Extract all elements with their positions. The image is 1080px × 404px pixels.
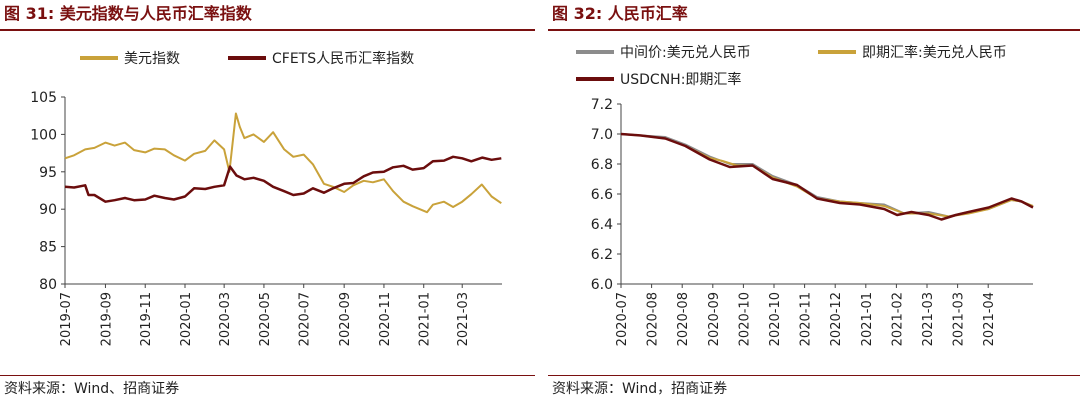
y-tick-label: 7.2 [591,97,613,113]
legend-label: 中间价:美元兑人民币 [620,45,751,61]
legend-label: CFETS人民币汇率指数 [272,50,414,67]
x-tick-label: 2020-08 [646,292,661,346]
x-tick-label: 2020-09 [707,292,722,346]
title-divider [0,29,535,31]
source-divider [0,375,535,376]
x-tick-label: 2021-03 [456,292,471,346]
chart-panel-rmb-rate: 图 32: 人民币汇率 6.0 6.2 6.4 6.6 6.8 7.0 7.2 2020-07… [548,0,1080,404]
series-line [620,133,1034,218]
series-line [64,155,502,203]
x-tick-label: 2020-01 [179,292,194,346]
x-tick-label: 2020-11 [799,292,814,346]
rmb-rate-line-chart: 6.0 6.2 6.4 6.6 6.8 7.0 7.2 2020-07 2020-08 2020-… [576,44,1034,346]
x-tick-label: 2020-10 [737,292,752,346]
x-tick-label: 2021-03 [921,292,936,346]
chart-panel-dxy-cfets: 图 31: 美元指数与人民币汇率指数 80 85 90 95 100 105 2019-07… [0,0,535,404]
y-tick-label: 6.8 [591,157,613,173]
y-tick-label: 95 [39,165,57,181]
series-line [620,133,1034,218]
y-tick-label: 6.6 [591,187,613,203]
y-tick-label: 105 [30,90,57,106]
x-tick-label: 2020-07 [298,292,313,346]
series-line [620,132,1034,221]
chart-title: 图 32: 人民币汇率 [552,4,688,23]
y-tick-label: 90 [39,202,57,218]
x-tick-label: 2021-01 [860,292,875,346]
x-tick-label: 2021-03 [952,292,967,346]
chart-title: 图 31: 美元指数与人民币汇率指数 [4,4,252,23]
series-line [64,112,502,214]
x-tick-label: 2020-09 [338,292,353,346]
title-divider [548,29,1080,31]
y-tick-label: 7.0 [591,127,613,143]
dxy-cfets-line-chart: 80 85 90 95 100 105 2019-07 2019-09 2019-11 2020-… [30,50,502,346]
x-tick-label: 2021-01 [418,292,433,346]
y-tick-label: 6.2 [591,247,613,263]
legend-label: USDCNH:即期汇率 [620,71,741,88]
x-tick-label: 2019-11 [139,292,154,346]
x-tick-label: 2019-09 [99,292,114,346]
y-tick-label: 100 [30,127,57,143]
source-note: 资料来源：Wind，招商证券 [552,381,728,397]
y-tick-label: 80 [39,277,57,293]
y-tick-label: 6.0 [591,277,613,293]
x-tick-label: 2019-07 [59,292,74,346]
x-tick-label: 2020-11 [378,292,393,346]
x-tick-label: 2020-12 [829,292,844,346]
source-note: 资料来源：Wind、招商证券 [4,381,180,397]
y-tick-label: 6.4 [591,217,613,233]
source-divider [548,375,1080,376]
x-tick-label: 2020-08 [676,292,691,346]
x-tick-label: 2020-10 [768,292,783,346]
x-tick-label: 2021-04 [982,292,997,346]
x-tick-label: 2020-05 [258,292,273,346]
legend-label: 美元指数 [124,51,180,67]
x-tick-label: 2020-03 [218,292,233,346]
y-tick-label: 85 [39,240,57,256]
x-tick-label: 2020-07 [615,292,630,346]
legend-label: 即期汇率:美元兑人民币 [862,44,1007,61]
x-tick-label: 2021-02 [890,292,905,346]
